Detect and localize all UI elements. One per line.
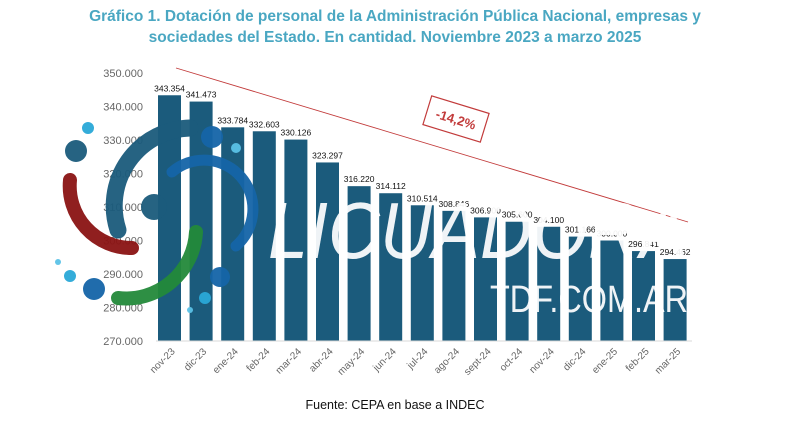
value-label: 333.784 — [217, 115, 248, 125]
value-label: 341.473 — [186, 90, 217, 100]
x-tick-label: nov-23 — [148, 346, 178, 376]
logo-dot — [64, 270, 76, 282]
x-tick-label: ago-24 — [432, 346, 462, 376]
bar-ago-24 — [442, 210, 466, 341]
y-tick-label: 340.000 — [103, 102, 143, 114]
bar-jun-24 — [379, 193, 403, 341]
y-tick-label: 350.000 — [103, 68, 143, 80]
logo-dot — [141, 194, 167, 220]
x-tick-label: mar-25 — [653, 346, 683, 376]
x-tick-label: may-24 — [336, 346, 368, 378]
value-label: 316.220 — [344, 174, 375, 184]
bar-sept-24 — [474, 217, 497, 341]
logo-arc-red — [62, 173, 139, 256]
value-label: 296.841 — [628, 239, 659, 249]
value-label: 304.100 — [533, 215, 564, 225]
y-tick-label: 270.000 — [103, 336, 143, 348]
x-axis: nov-23 dic-23 ene-24 feb-24 mar-24 abr-24 may-… — [148, 346, 683, 378]
bar-may-24 — [347, 186, 371, 341]
bar-feb-24 — [252, 131, 276, 341]
watermark-sub-text: TDF.COM.AR — [490, 279, 688, 321]
bar-oct-24 — [505, 221, 529, 341]
value-label: 330.126 — [281, 128, 312, 138]
logo-dot — [187, 307, 193, 313]
bar-nov-24 — [537, 226, 561, 341]
chart-title-line1: Gráfico 1. Dotación de personal de la Ad… — [89, 8, 701, 25]
value-label: 301.166 — [565, 225, 596, 235]
value-label: 306.900 — [470, 205, 501, 215]
value-label: 323.297 — [312, 150, 343, 160]
logo-arc-green — [111, 225, 203, 306]
value-label: 343.354 — [154, 83, 185, 93]
x-tick-label: dic-24 — [561, 346, 588, 373]
chart-title-line2: sociedades del Estado. En cantidad. Novi… — [148, 29, 642, 46]
value-label: 310.514 — [407, 193, 438, 203]
logo-arc-blue — [105, 119, 199, 239]
x-tick-label: jun-24 — [371, 346, 399, 374]
logo-dot — [55, 259, 61, 265]
bar-abr-24 — [316, 162, 339, 341]
source-note: Fuente: CEPA en base a INDEC — [305, 398, 485, 412]
chart-title: Gráfico 1. Dotación de personal de la Ad… — [0, 6, 790, 48]
x-tick-label: mar-24 — [274, 346, 304, 376]
y-tick-label: 280.000 — [103, 303, 143, 315]
logo-dot — [83, 278, 105, 300]
watermark-main-text: LICUADORA — [268, 186, 688, 275]
y-tick-label: 290.000 — [103, 269, 143, 281]
logo-dot — [231, 143, 241, 153]
bar-ene-25 — [600, 240, 624, 341]
logo-dot — [65, 140, 87, 162]
bars — [158, 95, 687, 341]
logo-dot — [201, 126, 223, 148]
bar-mar-25 — [663, 259, 687, 341]
bar-feb-25 — [632, 251, 655, 341]
logo-dot — [210, 267, 230, 287]
x-tick-label: ene-25 — [590, 346, 620, 376]
value-label: 294.462 — [660, 247, 691, 257]
bar-dic-24 — [568, 236, 592, 341]
bar-jul-24 — [410, 205, 434, 341]
x-tick-label: ene-24 — [211, 346, 241, 376]
value-label: 314.112 — [376, 181, 406, 191]
x-tick-label: feb-25 — [624, 346, 652, 374]
logo-dot — [82, 122, 94, 134]
value-label: 305.600 — [502, 210, 533, 220]
value-label: 300.000 — [597, 229, 628, 239]
watermark-logo — [55, 119, 259, 313]
trend-line — [175, 67, 689, 223]
x-tick-label: dic-23 — [182, 346, 209, 373]
value-label: 308.846 — [439, 199, 470, 209]
bar-mar-24 — [284, 139, 308, 341]
x-tick-label: nov-24 — [527, 346, 557, 376]
x-tick-label: oct-24 — [498, 346, 526, 374]
value-label: 332.603 — [249, 119, 280, 129]
x-tick-label: feb-24 — [245, 346, 273, 374]
watermark-text: LICUADORA TDF.COM.AR — [268, 186, 688, 321]
x-tick-label: abr-24 — [307, 346, 336, 375]
logo-arc-mid-blue — [166, 154, 259, 252]
x-tick-label: sept-24 — [462, 346, 494, 378]
logo-dot — [199, 292, 211, 304]
change-annotation: -14,2% — [422, 95, 490, 143]
x-tick-label: jul-24 — [405, 346, 431, 372]
